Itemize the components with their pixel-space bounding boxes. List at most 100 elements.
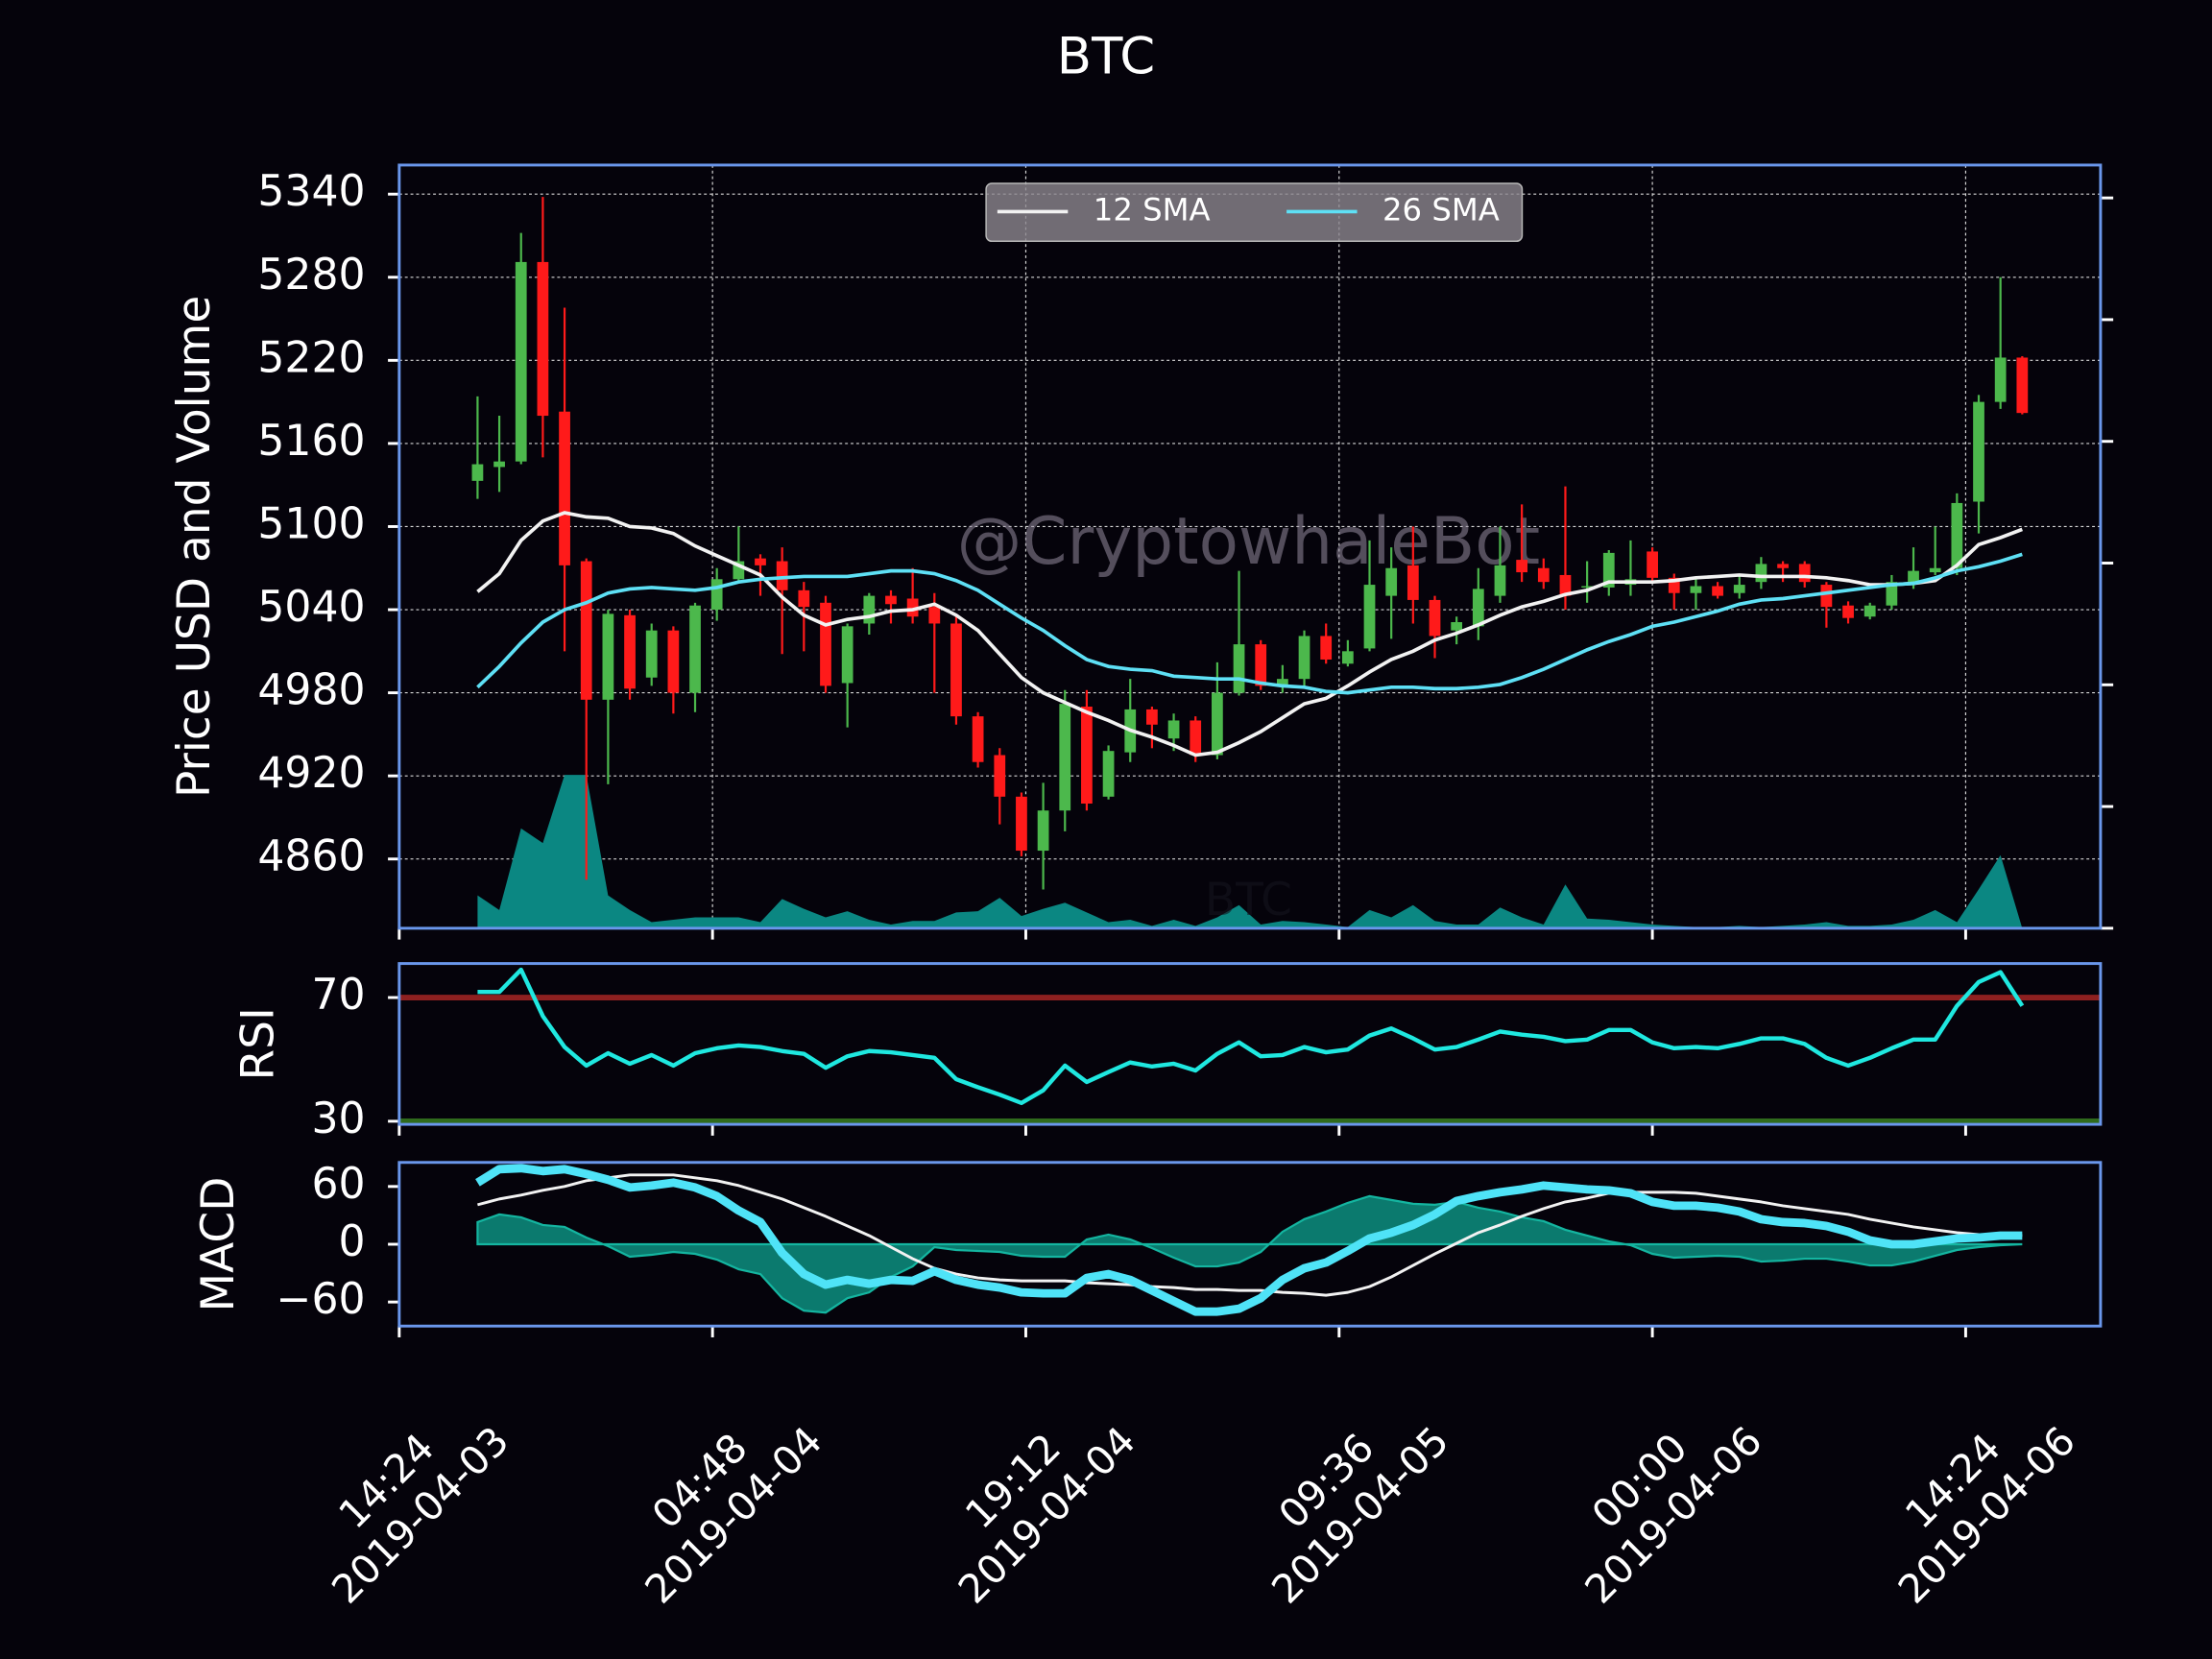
axes-frame	[397, 1161, 2103, 1328]
candle-body	[1690, 586, 1702, 593]
candle-body	[1755, 564, 1767, 583]
legend-label: 12 SMA	[1094, 191, 1211, 228]
candle-body	[1385, 567, 1398, 596]
candle-body	[2016, 357, 2029, 414]
candle-body	[1081, 707, 1093, 805]
y-axis-label: MACD	[192, 1177, 245, 1312]
y-tick-label: 5220	[257, 333, 365, 382]
candle-body	[1537, 567, 1550, 583]
candle-body	[667, 630, 680, 693]
candle-body	[1320, 636, 1333, 660]
candle-body	[1863, 605, 1876, 617]
legend-box	[985, 182, 1524, 243]
legend-label: 26 SMA	[1382, 191, 1500, 228]
candle-body	[841, 626, 854, 684]
candle-body	[1276, 679, 1288, 686]
watermark: @CryptowhaleBot	[957, 503, 1540, 579]
y-tick-label: 4980	[257, 666, 365, 715]
candle-body	[1255, 644, 1267, 686]
y-tick-label: 5100	[257, 499, 365, 548]
candle-body	[1842, 605, 1854, 618]
candle-body	[1733, 585, 1745, 593]
candle-body	[950, 623, 962, 717]
candle-body	[1472, 589, 1484, 627]
candle-body	[1167, 720, 1180, 739]
candle-body	[885, 595, 897, 605]
candle-body	[994, 755, 1006, 797]
candle-body	[1059, 704, 1071, 811]
y-tick-label: 5040	[257, 583, 365, 632]
candle-body	[733, 561, 745, 580]
candle-body	[1037, 810, 1049, 852]
y-tick-label: 5160	[257, 417, 365, 466]
watermark: BTC	[1205, 874, 1292, 926]
indicator-line	[475, 1164, 2023, 1316]
candle-body	[1341, 651, 1354, 664]
candle-body	[1798, 564, 1811, 583]
candle-body	[1212, 692, 1223, 756]
candle-body	[1929, 567, 1941, 573]
candle-body	[1016, 796, 1027, 852]
candle-body	[1429, 599, 1441, 637]
candle-body	[776, 561, 788, 590]
candle-body	[1146, 709, 1158, 725]
indicator-line	[477, 1173, 2023, 1297]
candle-body	[1581, 586, 1593, 588]
candle-body	[515, 261, 527, 462]
candle-body	[1451, 622, 1463, 631]
y-tick-label: 60	[311, 1160, 365, 1209]
candle-body	[906, 598, 919, 617]
candle-body	[645, 630, 658, 678]
candle-body	[1363, 585, 1376, 649]
candle-body	[1886, 582, 1898, 606]
axes-frame	[397, 962, 2103, 1126]
candle-body	[972, 716, 984, 762]
candle-body	[580, 561, 592, 700]
sma-line	[476, 552, 2023, 695]
candle-body	[755, 558, 766, 565]
candle-body	[1407, 565, 1419, 600]
y-tick-label: 5280	[257, 251, 365, 300]
candle-body	[1951, 502, 1963, 568]
candle-body	[798, 589, 810, 608]
volume-area	[477, 775, 2023, 928]
candle-body	[537, 261, 549, 417]
indicator-line	[477, 967, 2025, 1106]
chart-title: BTC	[1057, 27, 1155, 85]
candle-body	[1820, 585, 1833, 608]
candle-body	[1908, 570, 1919, 583]
candle-body	[559, 411, 570, 565]
candle-body	[1494, 565, 1506, 596]
y-tick-label: 30	[311, 1094, 365, 1143]
y-tick-label: 70	[311, 971, 365, 1020]
candle-body	[820, 602, 831, 686]
axes-frame	[397, 163, 2103, 930]
y-tick-label: 4920	[257, 749, 365, 798]
y-axis-label: Price USD and Volume	[168, 296, 221, 798]
candle-body	[863, 595, 876, 624]
candle-body	[493, 461, 505, 468]
y-tick-label: −60	[276, 1275, 366, 1324]
candle-body	[928, 607, 941, 624]
candle-body	[1647, 551, 1658, 578]
y-tick-label: 4860	[257, 832, 365, 881]
candle-body	[1973, 401, 1984, 502]
candle-body	[1777, 564, 1789, 568]
y-axis-label: RSI	[231, 1007, 284, 1080]
candle-body	[1190, 720, 1202, 756]
candle-body	[1994, 357, 2007, 402]
candle-body	[710, 579, 723, 611]
candle-body	[1559, 574, 1572, 596]
candle-body	[689, 605, 701, 693]
candle-body	[1516, 560, 1528, 573]
candle-body	[1233, 644, 1245, 693]
candle-body	[1668, 577, 1680, 593]
candle-body	[1298, 636, 1310, 680]
candle-body	[471, 464, 484, 481]
y-tick-label: 5340	[257, 167, 365, 216]
candle-body	[1712, 586, 1723, 596]
y-tick-label: 0	[339, 1217, 366, 1266]
